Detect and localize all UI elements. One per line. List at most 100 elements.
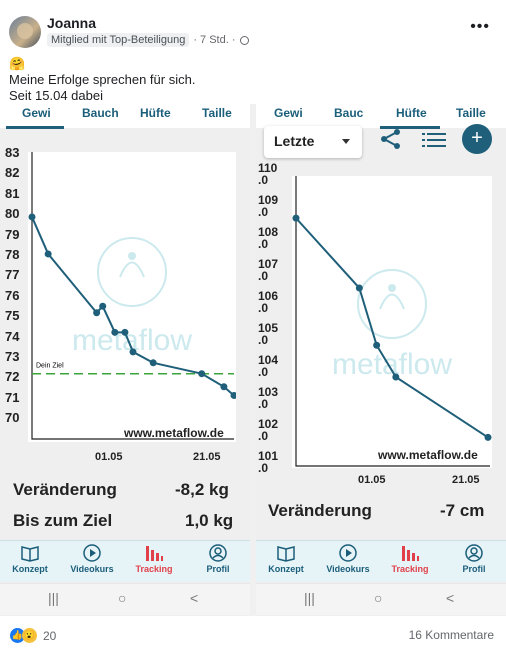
change-label: Veränderung [268,501,372,520]
post-header: Joanna Mitglied mit Top-Beteiligung · 7 … [0,0,506,56]
tab-belly[interactable]: Bauch [82,106,119,120]
nav-label: Profil [462,564,486,574]
book-icon [276,544,296,562]
back-icon[interactable]: < [446,590,455,606]
y-tick-label: 107 .0 [258,257,279,283]
x-tick-label: 21.05 [193,451,221,463]
nav-label: Konzept [268,564,304,574]
x-tick-label: 01.05 [95,451,123,463]
post-text: 🤗 Meine Erfolge sprechen für sich. Seit … [9,56,195,104]
post-time[interactable]: · 7 Std. · [193,34,236,46]
data-point [44,250,52,258]
nav-konzept[interactable]: Konzept [256,544,316,574]
post-line-1: Meine Erfolge sprechen für sich. [9,72,196,87]
tab-waist[interactable]: Taille [202,106,232,120]
watermark-url: www.metaflow.de [124,426,224,440]
tab-hip[interactable]: Hüfte [396,106,427,120]
y-tick-label: 102 .0 [258,417,279,443]
data-point [149,359,157,367]
y-tick-label: 109 .0 [258,193,279,219]
data-point [220,383,228,391]
tab-hip[interactable]: Hüfte [140,106,171,120]
system-nav-bar: ||| ○ < [256,583,506,615]
data-point [129,348,137,356]
y-tick-label: 101 .0 [258,449,279,475]
watermark-logo-text: metaflow [332,348,452,381]
data-point [355,284,363,292]
post-images[interactable]: Gewi Bauch Hüfte Taille 83 82 81 80 79 78 77 76… [0,104,506,616]
share-icon[interactable] [380,128,402,155]
add-button[interactable]: + [462,124,492,154]
data-point [230,391,238,399]
y-tick-label: 76 [5,287,20,303]
axis-line [295,176,490,467]
author-name[interactable]: Joanna [47,15,97,31]
comments-link[interactable]: 16 Kommentare [408,628,494,642]
data-point [93,309,101,317]
nav-label: Videokurs [326,564,370,574]
y-tick-label: 82 [5,165,20,181]
y-tick-label: 79 [5,226,20,242]
y-tick-label: 108 .0 [258,225,279,251]
nav-label: Tracking [391,564,429,574]
nav-profil[interactable]: Profil [444,544,504,574]
profile-icon [208,544,228,562]
axis-line [31,152,234,440]
play-icon [82,544,102,562]
series-line [295,217,489,439]
data-point [484,433,492,441]
x-tick-label: 01.05 [358,474,386,486]
system-nav-bar: ||| ○ < [0,583,250,615]
y-tick-label: 104 .0 [258,353,279,379]
home-icon[interactable]: ○ [374,590,383,606]
tab-weight[interactable]: Gewi [274,106,303,120]
data-point [198,370,206,378]
screenshot-left[interactable]: Gewi Bauch Hüfte Taille 83 82 81 80 79 78 77 76… [0,104,250,616]
bottom-nav: Konzept Videokurs Tracking Profil [256,540,506,582]
avatar[interactable] [9,16,41,48]
recents-icon[interactable]: ||| [304,590,315,606]
y-tick-label: 105 .0 [258,321,279,347]
period-dropdown[interactable]: Letzte [264,126,362,158]
data-point [121,328,129,336]
tab-belly[interactable]: Bauc [334,106,364,120]
tab-strip: Gewi Bauch Hüfte Taille [0,104,250,129]
reactions[interactable]: 👍 😮 20 [10,628,56,643]
y-tick-label: 75 [5,308,20,324]
post-emoji: 🤗 [9,56,26,71]
nav-videokurs[interactable]: Videokurs [62,544,122,574]
watermark-logo: metaflow [332,269,452,381]
change-value: -7 cm [440,501,485,520]
tab-waist[interactable]: Taille [456,106,486,120]
y-tick-label: 81 [5,185,20,201]
more-options-icon[interactable]: ••• [470,18,490,35]
recents-icon[interactable]: ||| [48,590,59,606]
book-icon [20,544,40,562]
screenshot-right[interactable]: Gewi Bauc Hüfte Taille Letzte + 110 .0 10… [256,104,506,616]
bar-chart-icon [400,544,420,562]
home-icon[interactable]: ○ [118,590,127,606]
data-point [373,341,381,349]
nav-videokurs[interactable]: Videokurs [318,544,378,574]
nav-tracking[interactable]: Tracking [380,544,440,574]
nav-profil[interactable]: Profil [188,544,248,574]
y-tick-label: 74 [5,328,20,344]
back-icon[interactable]: < [190,590,199,606]
list-icon[interactable] [422,132,446,153]
tab-weight[interactable]: Gewi [22,106,51,120]
y-tick-label: 77 [5,267,20,283]
y-tick-label: 80 [5,206,20,222]
nav-label: Profil [206,564,230,574]
member-badge[interactable]: Mitglied mit Top-Beteiligung [47,33,190,47]
wow-icon: 😮 [22,628,37,643]
like-icon: 👍 [10,628,25,643]
nav-konzept[interactable]: Konzept [0,544,60,574]
data-point [111,328,119,336]
change-label: Veränderung [13,480,117,499]
y-tick-label: 110 .0 [258,161,278,187]
bottom-nav: Konzept Videokurs Tracking Profil [0,540,250,582]
caret-down-icon [342,139,350,144]
goal-remaining-label: Bis zum Ziel [13,511,113,530]
play-icon [338,544,358,562]
nav-tracking[interactable]: Tracking [124,544,184,574]
